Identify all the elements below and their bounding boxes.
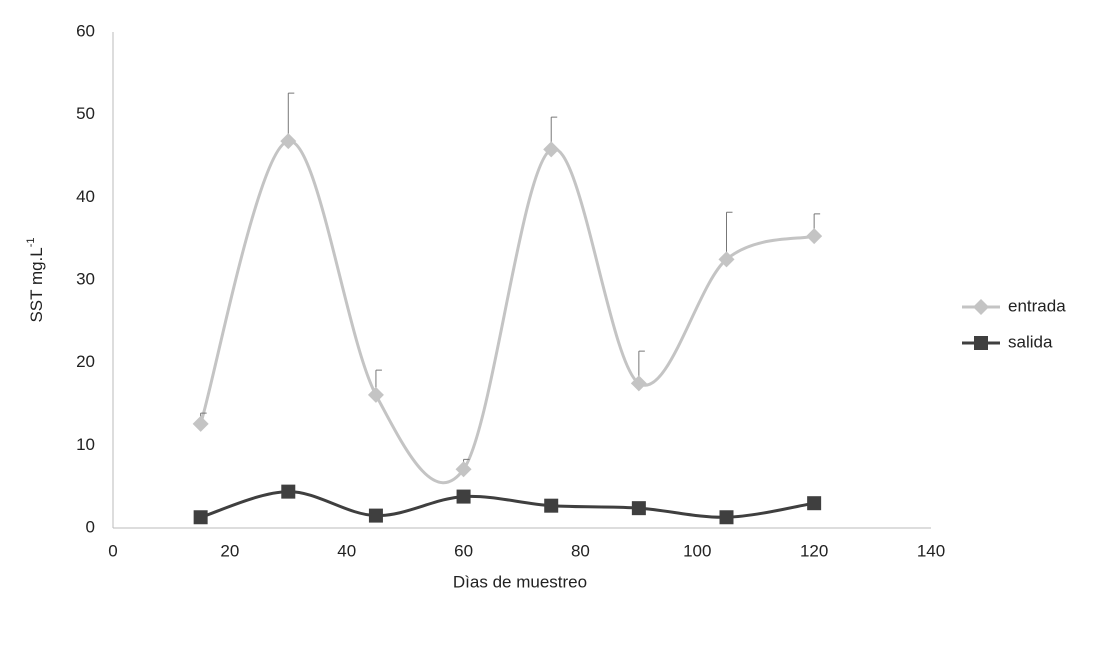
marker: [368, 508, 383, 523]
x-tick-label: 40: [337, 541, 356, 560]
marker: [974, 336, 988, 350]
marker: [718, 251, 735, 268]
marker: [456, 489, 471, 504]
legend-label: entrada: [1008, 296, 1066, 315]
marker: [280, 133, 297, 150]
series-line: [200, 490, 815, 519]
marker: [544, 498, 559, 513]
x-axis-label: Dìas de muestreo: [453, 572, 587, 591]
y-axis-label: SST mg.L-1: [25, 237, 47, 322]
y-axis-label-sup: -1: [25, 237, 37, 247]
x-tick-label: 100: [683, 541, 711, 560]
marker: [631, 501, 646, 516]
x-tick-label: 20: [220, 541, 239, 560]
marker: [630, 375, 647, 392]
y-tick-label: 10: [76, 435, 95, 454]
y-tick-label: 50: [76, 104, 95, 123]
y-tick-label: 40: [76, 187, 95, 206]
marker: [807, 496, 822, 511]
x-tick-label: 140: [917, 541, 945, 560]
marker: [193, 510, 208, 525]
marker: [973, 299, 989, 315]
marker: [192, 415, 209, 432]
x-tick-label: 120: [800, 541, 828, 560]
marker: [281, 484, 296, 499]
y-tick-label: 30: [76, 269, 95, 288]
x-tick-label: 60: [454, 541, 473, 560]
y-tick-label: 60: [76, 21, 95, 40]
legend-label: salida: [1008, 332, 1053, 351]
y-axis-label-text: SST mg.L: [27, 247, 46, 322]
marker: [719, 510, 734, 525]
marker: [455, 461, 472, 478]
marker: [806, 228, 823, 245]
x-tick-label: 80: [571, 541, 590, 560]
series-line: [199, 139, 815, 485]
error-bar: [287, 92, 295, 142]
x-tick-label: 0: [108, 541, 117, 560]
y-tick-label: 0: [86, 517, 95, 536]
marker: [367, 386, 384, 403]
y-tick-label: 20: [76, 352, 95, 371]
marker: [543, 141, 560, 158]
